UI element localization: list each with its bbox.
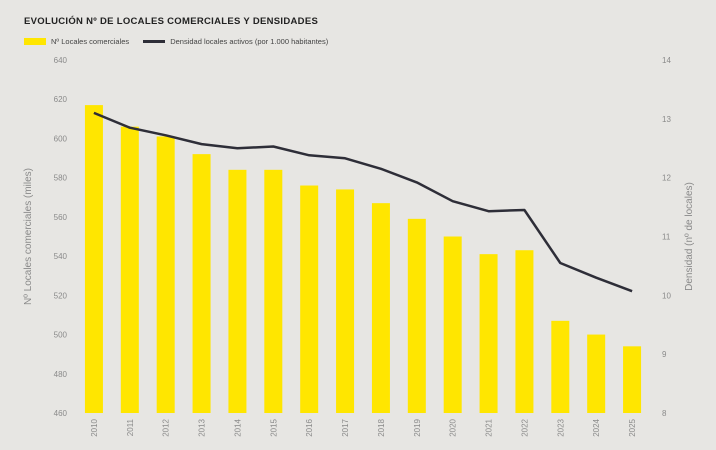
- bar-2022: [515, 250, 534, 413]
- x-tick-label-2013: 2013: [198, 418, 207, 436]
- bar-2020: [443, 236, 462, 413]
- bar-2015: [264, 169, 283, 413]
- bar-2017: [336, 189, 355, 413]
- x-tick-label-2010: 2010: [90, 418, 99, 436]
- bar-2024: [587, 334, 606, 413]
- bar-2012: [156, 136, 175, 413]
- legend-swatch-line: [143, 40, 166, 43]
- x-tick-label-2022: 2022: [520, 418, 529, 436]
- bar-2011: [120, 126, 139, 413]
- y-right-tick-label: 11: [662, 233, 671, 242]
- legend-swatch-bar: [24, 38, 46, 45]
- y-left-tick-label: 620: [54, 95, 68, 104]
- x-tick-label-2024: 2024: [592, 418, 601, 436]
- y-left-tick-label: 520: [54, 291, 68, 300]
- y-left-tick-label: 480: [54, 370, 68, 379]
- bar-2023: [551, 320, 570, 413]
- bar-2013: [192, 154, 211, 413]
- x-tick-label-2015: 2015: [269, 418, 278, 436]
- y-left-axis-title: Nº Locales comerciales (miles): [23, 168, 34, 305]
- y-left-tick-label: 460: [54, 409, 68, 418]
- bar-2025: [623, 346, 642, 413]
- y-right-tick-label: 14: [662, 56, 671, 65]
- bar-2019: [407, 218, 426, 413]
- legend-label-bars: Nº Locales comerciales: [51, 37, 130, 46]
- x-tick-label-2020: 2020: [449, 418, 458, 436]
- legend-label-line: Densidad locales activos (por 1.000 habi…: [170, 37, 329, 46]
- x-tick-label-2018: 2018: [377, 418, 386, 436]
- x-tick-label-2016: 2016: [305, 418, 314, 436]
- x-tick-label-2017: 2017: [341, 418, 350, 436]
- bar-2016: [300, 185, 319, 413]
- x-tick-label-2019: 2019: [413, 418, 422, 436]
- y-right-axis-title: Densidad (nº de locales): [684, 182, 695, 291]
- density-line: [93, 111, 633, 293]
- legend-item-bars: Nº Locales comerciales: [24, 37, 129, 46]
- y-right-tick-label: 10: [662, 291, 671, 300]
- y-right-tick-label: 9: [662, 350, 667, 359]
- bar-2010: [84, 105, 103, 413]
- x-tick-label-2023: 2023: [556, 418, 565, 436]
- y-right-tick-label: 13: [662, 115, 671, 124]
- y-left-tick-label: 500: [54, 331, 68, 340]
- bar-2021: [479, 254, 498, 413]
- y-left-tick-label: 560: [54, 213, 68, 222]
- legend: Nº Locales comerciales Densidad locales …: [24, 37, 342, 46]
- x-tick-label-2014: 2014: [233, 418, 242, 436]
- y-left-tick-label: 640: [54, 56, 68, 65]
- y-left-tick-label: 540: [54, 252, 68, 261]
- legend-item-line: Densidad locales activos (por 1.000 habi…: [143, 37, 328, 46]
- x-tick-label-2012: 2012: [162, 418, 171, 436]
- y-left-tick-label: 600: [54, 134, 68, 143]
- x-tick-label-2011: 2011: [126, 418, 135, 436]
- x-tick-label-2021: 2021: [485, 418, 494, 436]
- x-tick-label-2025: 2025: [628, 418, 637, 436]
- y-right-tick-label: 8: [662, 409, 667, 418]
- bar-2014: [228, 169, 247, 413]
- y-right-tick-label: 12: [662, 174, 671, 183]
- bar-2018: [371, 203, 390, 413]
- y-left-tick-label: 580: [54, 174, 68, 183]
- chart-title: EVOLUCIÓN Nº DE LOCALES COMERCIALES Y DE…: [24, 16, 319, 27]
